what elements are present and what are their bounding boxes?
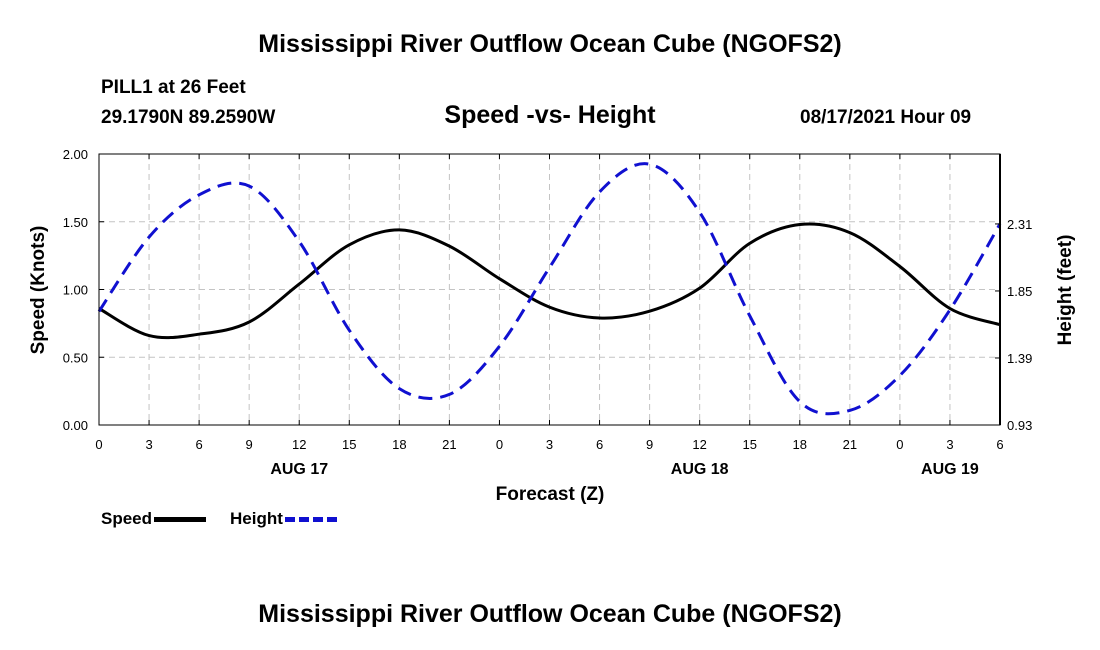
x-tick-label: 12 bbox=[292, 437, 306, 452]
x-tick-label: 3 bbox=[946, 437, 953, 452]
x-tick-label: 6 bbox=[195, 437, 202, 452]
x-tick-label: 0 bbox=[496, 437, 503, 452]
x-tick-label: 6 bbox=[996, 437, 1003, 452]
y2-tick-label: 1.85 bbox=[1007, 284, 1032, 299]
main-title: Mississippi River Outflow Ocean Cube (NG… bbox=[258, 30, 842, 58]
series-layer bbox=[97, 162, 1002, 416]
station-label: PILL1 at 26 Feet bbox=[101, 77, 246, 98]
x-tick-label: 9 bbox=[246, 437, 253, 452]
footer-title: Mississippi River Outflow Ocean Cube (NG… bbox=[258, 600, 842, 628]
y-tick-label: 1.50 bbox=[63, 215, 88, 230]
forecast-datetime: 08/17/2021 Hour 09 bbox=[800, 107, 972, 128]
x-tick-label: 21 bbox=[442, 437, 456, 452]
x-tick-label: 18 bbox=[392, 437, 406, 452]
x-tick-label: 15 bbox=[342, 437, 356, 452]
legend-item-speed: Speed bbox=[101, 509, 207, 529]
x-tick-label: 3 bbox=[546, 437, 553, 452]
day-label: AUG 18 bbox=[671, 461, 729, 478]
x-tick-label: 12 bbox=[692, 437, 706, 452]
x-tick-label: 21 bbox=[843, 437, 857, 452]
legend-swatch-height bbox=[284, 516, 337, 522]
legend-label-height: Height bbox=[230, 509, 283, 528]
legend-item-height: Height bbox=[230, 509, 337, 529]
y-tick-label: 2.00 bbox=[63, 147, 88, 162]
chart-title: Speed -vs- Height bbox=[444, 101, 656, 129]
x-tick-label: 15 bbox=[742, 437, 756, 452]
legend-swatch-speed bbox=[154, 516, 207, 522]
series-line-speed bbox=[98, 222, 1001, 340]
x-tick-label: 9 bbox=[646, 437, 653, 452]
y-tick-label: 1.00 bbox=[63, 283, 88, 298]
x-tick-label: 0 bbox=[95, 437, 102, 452]
axes: 0 3 6 9 12 15 18 21 0 3 6 9 12 15 18 21 0 3 6 0.00 0.50 1.00 1… bbox=[63, 147, 1033, 478]
station-coordinates: 29.1790N 89.2590W bbox=[101, 107, 276, 128]
x-tick-label: 0 bbox=[896, 437, 903, 452]
y-tick-label: 0.00 bbox=[63, 418, 88, 433]
y-tick-label: 0.50 bbox=[63, 350, 88, 365]
y2-tick-label: 1.39 bbox=[1007, 351, 1032, 366]
y2-axis-label: Height (feet) bbox=[1055, 235, 1076, 346]
x-tick-label: 18 bbox=[793, 437, 807, 452]
y2-tick-label: 0.93 bbox=[1007, 418, 1032, 433]
day-label: AUG 19 bbox=[921, 461, 979, 478]
x-tick-label: 3 bbox=[145, 437, 152, 452]
legend-label-speed: Speed bbox=[101, 509, 153, 528]
grid bbox=[99, 154, 1000, 425]
y-axis-label: Speed (Knots) bbox=[28, 226, 49, 355]
series-line-height bbox=[97, 162, 1002, 416]
x-axis-label: Forecast (Z) bbox=[496, 484, 605, 505]
y2-tick-label: 2.31 bbox=[1007, 217, 1032, 232]
x-tick-label: 6 bbox=[596, 437, 603, 452]
day-label: AUG 17 bbox=[270, 461, 328, 478]
